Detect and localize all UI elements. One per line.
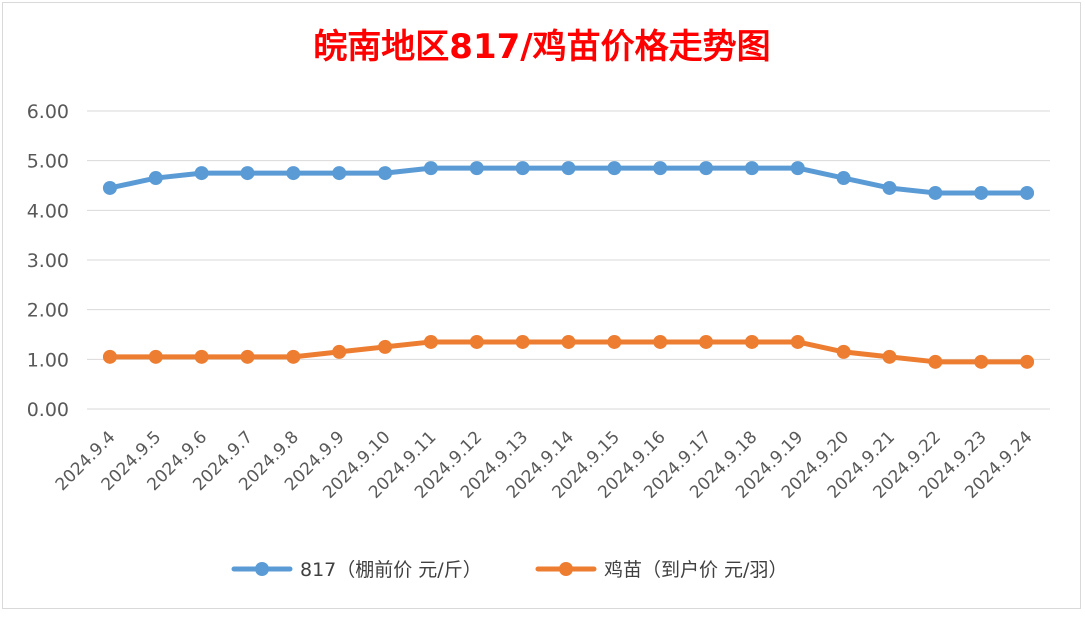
series-2: [102, 334, 1035, 369]
legend-marker: [559, 562, 573, 576]
legend: 817（棚前价 元/斤） 鸡苗（到户价 元/羽）: [231, 559, 787, 581]
data-point: [515, 334, 530, 349]
data-point: [561, 334, 576, 349]
data-point: [148, 349, 163, 364]
data-point: [423, 161, 438, 176]
y-tick-label: 3.00: [27, 250, 69, 272]
data-point: [790, 161, 805, 176]
data-point: [286, 349, 301, 364]
data-point: [240, 349, 255, 364]
y-tick-label: 5.00: [27, 151, 69, 173]
data-point: [194, 349, 209, 364]
data-point: [699, 161, 714, 176]
data-point: [1020, 185, 1035, 200]
series-layer: [102, 161, 1035, 369]
data-point: [882, 349, 897, 364]
data-point: [194, 166, 209, 181]
data-point: [744, 334, 759, 349]
chart-border: [2, 2, 1081, 609]
data-point: [378, 339, 393, 354]
legend-marker: [255, 562, 269, 576]
data-point: [378, 166, 393, 181]
data-point: [148, 171, 163, 186]
y-tick-label: 0.00: [27, 399, 69, 421]
data-point: [836, 171, 851, 186]
data-point: [928, 354, 943, 369]
data-point: [469, 161, 484, 176]
data-point: [561, 161, 576, 176]
y-tick-label: 6.00: [27, 101, 69, 123]
data-point: [286, 166, 301, 181]
data-point: [332, 344, 347, 359]
data-point: [423, 334, 438, 349]
y-tick-label: 2.00: [27, 300, 69, 322]
y-tick-label: 1.00: [27, 349, 69, 371]
legend-label: 817（棚前价 元/斤）: [300, 559, 482, 581]
data-point: [928, 185, 943, 200]
y-axis-ticks: 0.00 1.00 2.00 3.00 4.00 5.00 6.00: [27, 101, 69, 421]
data-point: [515, 161, 530, 176]
data-point: [653, 161, 668, 176]
series-1: [102, 161, 1035, 200]
data-point: [790, 334, 805, 349]
data-point: [836, 344, 851, 359]
data-point: [332, 166, 347, 181]
legend-label: 鸡苗（到户价 元/羽）: [604, 559, 787, 581]
data-point: [102, 349, 117, 364]
data-point: [1020, 354, 1035, 369]
data-point: [607, 334, 622, 349]
data-point: [607, 161, 622, 176]
data-point: [882, 180, 897, 195]
y-tick-label: 4.00: [27, 200, 69, 222]
data-point: [240, 166, 255, 181]
data-point: [653, 334, 668, 349]
chart-title: 皖南地区817/鸡苗价格走势图: [313, 27, 770, 67]
data-point: [974, 185, 989, 200]
data-point: [974, 354, 989, 369]
data-point: [699, 334, 714, 349]
data-point: [744, 161, 759, 176]
data-point: [469, 334, 484, 349]
data-point: [102, 180, 117, 195]
